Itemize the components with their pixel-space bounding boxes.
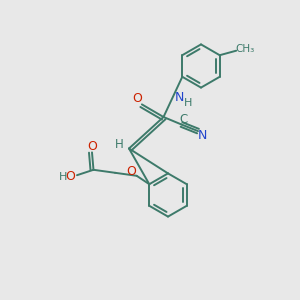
Text: N: N [198,129,207,142]
Text: H: H [184,98,193,109]
Text: O: O [65,170,75,183]
Text: C: C [179,112,187,126]
Text: CH₃: CH₃ [235,44,254,54]
Text: N: N [175,91,184,104]
Text: H: H [58,172,67,182]
Text: O: O [87,140,97,153]
Text: H: H [115,138,124,152]
Text: O: O [127,165,136,178]
Text: O: O [133,92,142,105]
